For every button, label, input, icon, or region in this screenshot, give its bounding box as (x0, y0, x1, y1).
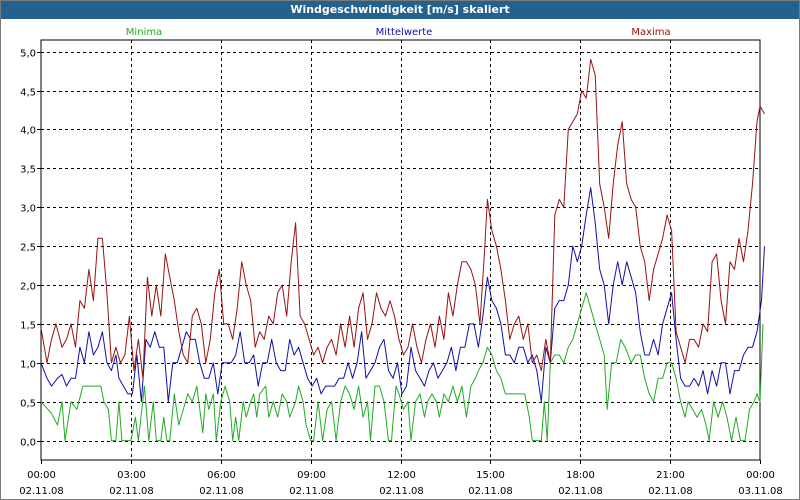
x-tick-date: 03.11.08 (738, 486, 783, 497)
x-tick-time: 21:00 (656, 470, 685, 481)
legend-entry-maxima: Maxima (631, 27, 670, 38)
x-tick-time: 00:00 (746, 470, 775, 481)
series-lines (40, 58, 765, 442)
y-tick-label: 1,0 (20, 360, 36, 371)
y-tick-label: 0,0 (20, 438, 36, 449)
y-tick-label: 4,5 (20, 88, 36, 99)
legend-entry-mittelwerte: Mittelwerte (376, 27, 433, 38)
window-title: Windgeschwindigkeit [m/s] skaliert (1, 1, 799, 19)
plot-area (40, 39, 761, 461)
legend: Minima Mittelwerte Maxima (126, 27, 671, 38)
x-tick-time: 00:00 (27, 470, 56, 481)
x-tick-time: 12:00 (387, 470, 416, 481)
x-tick-date: 02.11.08 (558, 486, 603, 497)
x-tick-date: 02.11.08 (648, 486, 693, 497)
x-tick-time: 06:00 (207, 470, 236, 481)
series-line-minima (40, 292, 764, 442)
y-tick-label: 3,0 (20, 204, 36, 215)
y-tick-label: 0,5 (20, 399, 36, 410)
y-tick-label: 5,0 (20, 49, 36, 60)
y-tick-label: 2,5 (20, 243, 36, 254)
series-line-maxima (40, 58, 765, 379)
y-tick-label: 1,5 (20, 321, 36, 332)
x-tick-date: 02.11.08 (19, 486, 64, 497)
series-line-mittelwerte (40, 187, 765, 403)
x-tick-date: 02.11.08 (199, 486, 244, 497)
x-tick-date: 02.11.08 (289, 486, 334, 497)
x-tick-time: 18:00 (566, 470, 595, 481)
y-axis-ticks: 0,0 0,5 1,0 1,5 2,0 2,5 3,0 3,5 4,0 4,5 5,0 (20, 49, 41, 449)
y-tick-label: 3,5 (20, 165, 36, 176)
x-tick-time: 09:00 (297, 470, 326, 481)
x-tick-date: 02.11.08 (379, 486, 424, 497)
x-tick-time: 03:00 (117, 470, 146, 481)
legend-entry-minima: Minima (126, 27, 162, 38)
x-tick-date: 02.11.08 (109, 486, 154, 497)
y-tick-label: 2,0 (20, 282, 36, 293)
y-tick-label: 4,0 (20, 126, 36, 137)
x-axis-ticks: 00:00 02.11.08 03:00 02.11.08 06:00 02.11.08 0… (19, 460, 783, 497)
x-tick-time: 15:00 (476, 470, 505, 481)
x-tick-date: 02.11.08 (468, 486, 513, 497)
